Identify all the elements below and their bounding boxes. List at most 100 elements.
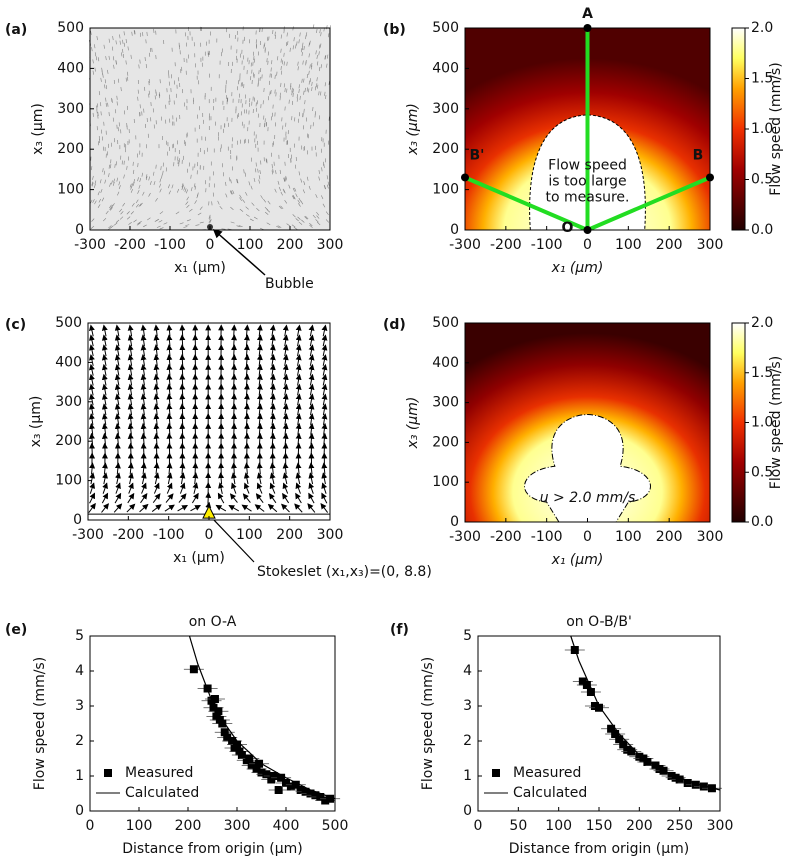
streak — [326, 184, 329, 189]
streak — [143, 224, 147, 228]
streak — [123, 31, 125, 36]
velocity-arrow — [256, 472, 263, 485]
streak — [111, 180, 113, 185]
streak — [125, 60, 127, 65]
x-axis-label: x₁ (μm) — [551, 260, 604, 276]
velocity-arrow — [243, 373, 250, 386]
x-tick-label: 100 — [236, 527, 263, 543]
velocity-arrow — [127, 393, 134, 406]
streak — [91, 182, 94, 187]
point-label: B' — [470, 147, 485, 163]
streak — [129, 183, 132, 188]
point — [218, 719, 227, 728]
velocity-arrow — [141, 482, 147, 494]
streak — [280, 191, 283, 196]
streak — [286, 32, 288, 37]
streak — [112, 181, 115, 186]
streak — [291, 195, 295, 200]
velocity-arrow — [179, 344, 186, 357]
y-tick-label: 100 — [432, 182, 459, 198]
velocity-arrow — [231, 383, 238, 396]
velocity-arrow — [308, 482, 315, 494]
velocity-arrow — [231, 422, 238, 435]
velocity-arrow — [230, 472, 237, 485]
velocity-arrow — [114, 442, 121, 455]
streak — [311, 65, 313, 70]
streak — [292, 187, 295, 192]
streak — [301, 78, 303, 83]
streak — [116, 95, 118, 100]
y-axis-label: Flow speed (mm/s) — [32, 657, 48, 790]
image-background — [90, 28, 330, 230]
x-tick-label: 200 — [656, 529, 683, 545]
velocity-arrow — [127, 462, 134, 475]
streak — [194, 200, 197, 204]
streak — [105, 56, 107, 61]
x-tick-label: 200 — [626, 818, 653, 834]
velocity-arrow — [295, 432, 302, 445]
y-tick-label: 400 — [55, 354, 82, 370]
point — [321, 796, 330, 805]
streak — [162, 170, 164, 175]
velocity-arrow — [179, 462, 186, 475]
streak — [308, 185, 311, 190]
x-tick-label: 500 — [322, 818, 349, 834]
velocity-arrow — [140, 334, 147, 347]
streak — [318, 67, 321, 72]
velocity-arrow — [256, 462, 263, 475]
streak — [324, 55, 326, 60]
streak — [306, 87, 308, 92]
streak — [328, 80, 330, 86]
velocity-arrow — [127, 344, 134, 357]
streak — [309, 40, 311, 45]
streak — [283, 61, 285, 66]
streak — [159, 227, 164, 230]
streak — [185, 224, 190, 226]
streak — [148, 176, 150, 181]
velocity-arrow — [166, 334, 173, 347]
legend-marker — [104, 769, 112, 777]
streak — [103, 170, 106, 175]
velocity-arrow — [127, 403, 134, 416]
point — [326, 794, 335, 803]
streak — [316, 28, 318, 33]
streak — [109, 182, 111, 187]
streak — [108, 55, 110, 60]
streak — [93, 183, 96, 188]
streak — [130, 188, 133, 193]
streak — [306, 176, 309, 181]
y-tick-label: 300 — [432, 395, 459, 411]
streak — [229, 177, 231, 182]
y-tick-label: 200 — [57, 141, 84, 157]
streak — [133, 178, 136, 183]
x-tick-label: -200 — [490, 529, 522, 545]
point — [316, 793, 325, 801]
streak — [119, 216, 124, 220]
streak — [104, 179, 107, 184]
streak — [227, 228, 232, 230]
velocity-arrow — [179, 363, 186, 376]
streak — [312, 214, 316, 219]
velocity-arrow — [231, 363, 238, 376]
streak — [125, 77, 127, 82]
velocity-arrow — [166, 413, 173, 426]
point — [209, 703, 218, 712]
streak — [112, 203, 115, 207]
streak — [100, 102, 102, 107]
x-tick-label: 250 — [666, 818, 693, 834]
streak — [120, 211, 124, 215]
streak — [316, 61, 319, 66]
streak — [250, 185, 253, 190]
streak — [138, 220, 142, 224]
velocity-arrow — [243, 472, 250, 485]
streak — [90, 225, 95, 229]
velocity-arrow — [127, 413, 134, 426]
streak — [134, 30, 136, 35]
streak — [271, 170, 273, 175]
streak — [280, 205, 284, 210]
velocity-arrow — [101, 503, 110, 513]
streak — [274, 188, 277, 193]
velocity-arrow — [269, 383, 276, 396]
y-tick-label: 100 — [57, 182, 84, 198]
fit-line — [570, 635, 721, 791]
